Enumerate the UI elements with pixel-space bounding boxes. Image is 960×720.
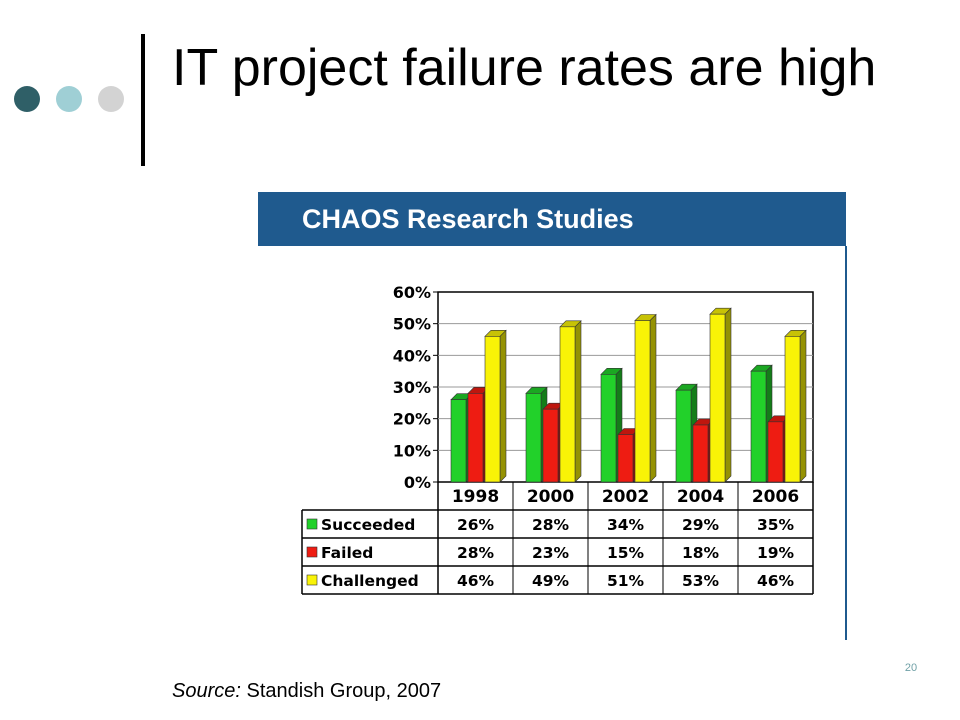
data-label-succeeded-2000: 28% xyxy=(532,516,570,534)
y-tick-label: 50% xyxy=(393,315,431,334)
data-label-failed-2006: 19% xyxy=(757,544,795,562)
data-label-failed-2002: 15% xyxy=(607,544,645,562)
legend-key-challenged xyxy=(306,574,318,586)
legend-label-succeeded: Succeeded xyxy=(321,516,415,534)
bar-side-challenged-2000 xyxy=(574,320,582,483)
bar-side-challenged-2004 xyxy=(724,307,732,483)
page-number: 20 xyxy=(904,662,918,674)
chart-title-banner: CHAOS Research Studies xyxy=(258,192,846,246)
dot-teal xyxy=(56,86,82,112)
bar-failed-2004 xyxy=(692,424,709,483)
bar-challenged-1998 xyxy=(484,336,501,483)
legend-key-failed xyxy=(306,546,318,558)
bar-side-challenged-1998 xyxy=(499,329,507,483)
y-tick-label: 40% xyxy=(393,346,431,365)
bar-succeeded-2002 xyxy=(600,374,617,483)
x-tick-label: 2002 xyxy=(602,487,649,507)
data-label-challenged-2002: 51% xyxy=(607,572,645,590)
data-label-succeeded-2006: 35% xyxy=(757,516,795,534)
data-label-succeeded-2002: 34% xyxy=(607,516,645,534)
bar-succeeded-2006 xyxy=(750,370,767,483)
y-tick-label: 30% xyxy=(393,378,431,397)
slide-title: IT project failure rates are high xyxy=(172,39,877,97)
source-label: Source: xyxy=(172,680,241,702)
bar-side-challenged-2002 xyxy=(649,313,657,483)
data-label-succeeded-1998: 26% xyxy=(457,516,495,534)
y-tick-label: 10% xyxy=(393,441,431,460)
source-text: Standish Group, 2007 xyxy=(246,680,442,702)
data-label-succeeded-2004: 29% xyxy=(682,516,720,534)
bar-failed-2002 xyxy=(617,434,634,483)
chaos-chart-figure: CHAOS Research Studies 60% 50% 40% 30% 20% 10… xyxy=(258,192,846,640)
x-tick-label: 1998 xyxy=(452,487,499,507)
bar-challenged-2002 xyxy=(634,320,651,483)
data-label-failed-1998: 28% xyxy=(457,544,495,562)
legend-label-challenged: Challenged xyxy=(321,572,419,590)
bar-succeeded-1998 xyxy=(450,399,467,483)
legend-label-failed: Failed xyxy=(321,544,373,562)
dot-dark xyxy=(14,86,40,112)
data-label-challenged-1998: 46% xyxy=(457,572,495,590)
bar-challenged-2006 xyxy=(784,336,801,483)
data-label-challenged-2000: 49% xyxy=(532,572,570,590)
data-label-challenged-2006: 46% xyxy=(757,572,795,590)
source-citation: Source: Standish Group, 2007 xyxy=(172,680,441,703)
figure-right-rule xyxy=(845,246,847,640)
x-tick-label: 2000 xyxy=(527,487,574,507)
bar-succeeded-2004 xyxy=(675,389,692,483)
legend-key-succeeded xyxy=(306,518,318,530)
y-tick-label: 0% xyxy=(404,473,431,492)
bar-failed-2006 xyxy=(767,421,784,483)
bar-failed-1998 xyxy=(467,393,484,483)
bar-succeeded-2000 xyxy=(525,393,542,483)
data-label-failed-2004: 18% xyxy=(682,544,720,562)
bar-challenged-2004 xyxy=(709,313,726,483)
chart-svg: 60% 50% 40% 30% 20% 10% 0% 1998 2000 2002 2004 2006… xyxy=(301,283,814,595)
title-divider xyxy=(141,34,145,166)
bar-failed-2000 xyxy=(542,408,559,483)
y-tick-label: 60% xyxy=(393,283,431,302)
x-tick-label: 2004 xyxy=(677,487,724,507)
y-tick-label: 20% xyxy=(393,410,431,429)
data-label-failed-2000: 23% xyxy=(532,544,570,562)
x-tick-label: 2006 xyxy=(752,487,799,507)
data-label-challenged-2004: 53% xyxy=(682,572,720,590)
decorative-dots xyxy=(14,86,124,114)
bar-side-challenged-2006 xyxy=(799,329,807,483)
dot-grey xyxy=(98,86,124,112)
bar-challenged-2000 xyxy=(559,326,576,483)
